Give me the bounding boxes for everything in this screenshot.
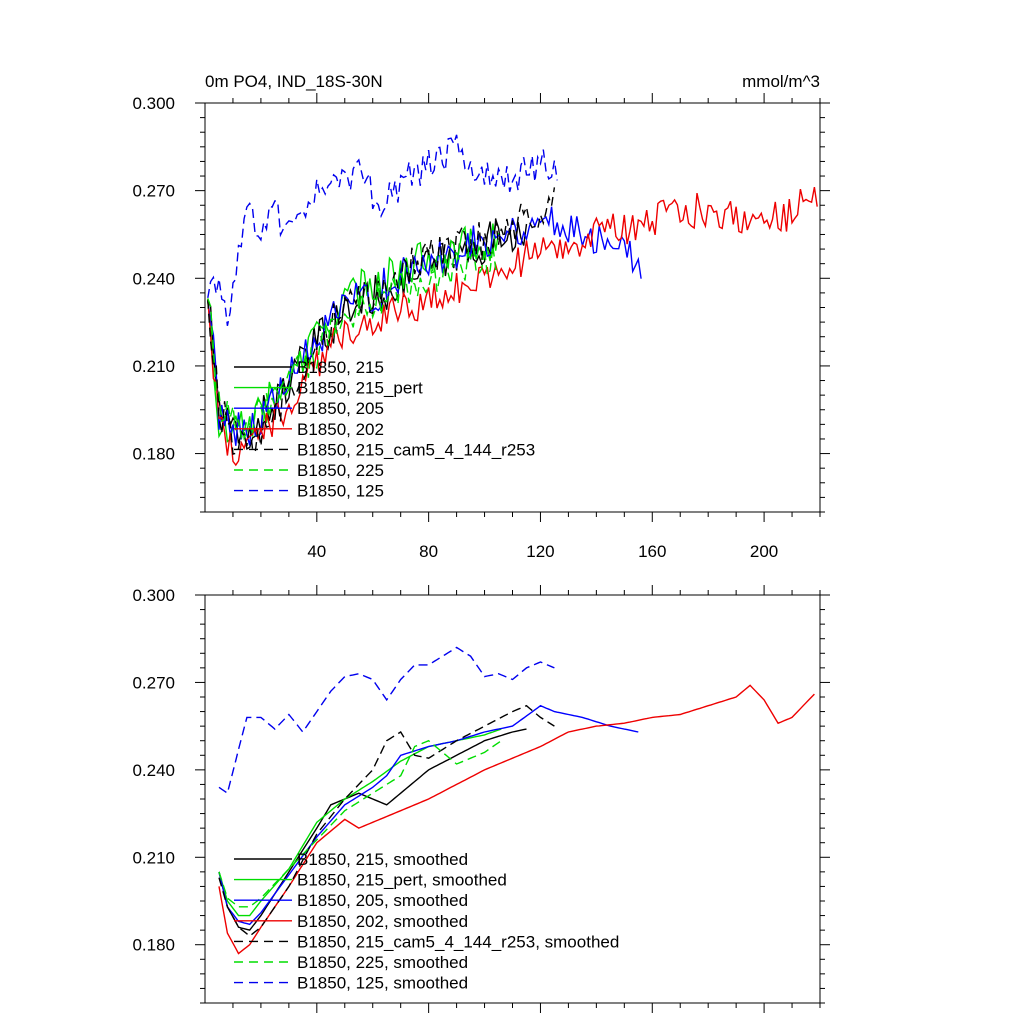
y-tick-label: 0.210 (132, 848, 175, 867)
series-line-5 (207, 187, 556, 456)
y-tick-label: 0.180 (132, 445, 175, 464)
legend-label: B1850, 215_pert (297, 379, 423, 398)
legend-label: B1850, 215_cam5_4_144_r253 (297, 440, 535, 459)
bottom-chart-panel: 0.180 0.210 0.240 0.270 0.300 B1850, 215, smo… (132, 585, 830, 1013)
chart-units-label: mmol/m^3 (742, 72, 820, 91)
x-tick-label: 160 (638, 542, 666, 561)
series-line-2 (207, 223, 500, 443)
legend-label: B1850, 125, smoothed (297, 974, 468, 993)
series-line-5 (218, 704, 555, 937)
y-tick-label: 0.210 (132, 357, 175, 376)
legend-label: B1850, 205, smoothed (297, 891, 468, 910)
legend-label: B1850, 205 (297, 399, 384, 418)
x-tick-label: 80 (419, 542, 438, 561)
legend-label: B1850, 215_pert, smoothed (297, 871, 507, 890)
x-tick-label: 120 (526, 542, 554, 561)
series-line-3 (207, 206, 642, 446)
series-line-3 (218, 704, 639, 926)
legend-label: B1850, 202 (297, 420, 384, 439)
series-line-6 (207, 245, 499, 440)
y-tick-label: 0.270 (132, 673, 175, 692)
y-tick-label: 0.240 (132, 761, 175, 780)
chart-title-left: 0m PO4, IND_18S-30N (205, 72, 383, 91)
legend-label: B1850, 225 (297, 461, 384, 480)
y-tick-label: 0.240 (132, 269, 175, 288)
legend-label: B1850, 202, smoothed (297, 912, 468, 931)
top-chart-panel: 0m PO4, IND_18S-30N mmol/m^3 0.180 0.210 0… (132, 72, 830, 561)
series-line-6 (218, 739, 502, 908)
legend-label: B1850, 125 (297, 482, 384, 501)
legend-label: B1850, 215, smoothed (297, 850, 468, 869)
y-tick-label: 0.300 (132, 586, 175, 605)
legend-label: B1850, 215 (297, 358, 384, 377)
series-line-4 (218, 684, 815, 955)
x-tick-label: 40 (307, 542, 326, 561)
legend-label: B1850, 215_cam5_4_144_r253, smoothed (297, 932, 619, 951)
legend-label: B1850, 225, smoothed (297, 953, 468, 972)
series-line-7 (207, 134, 558, 326)
x-tick-label: 200 (750, 542, 778, 561)
series-line-7 (218, 646, 555, 795)
y-tick-label: 0.180 (132, 936, 175, 955)
y-tick-label: 0.270 (132, 182, 175, 201)
y-tick-label: 0.300 (132, 94, 175, 113)
